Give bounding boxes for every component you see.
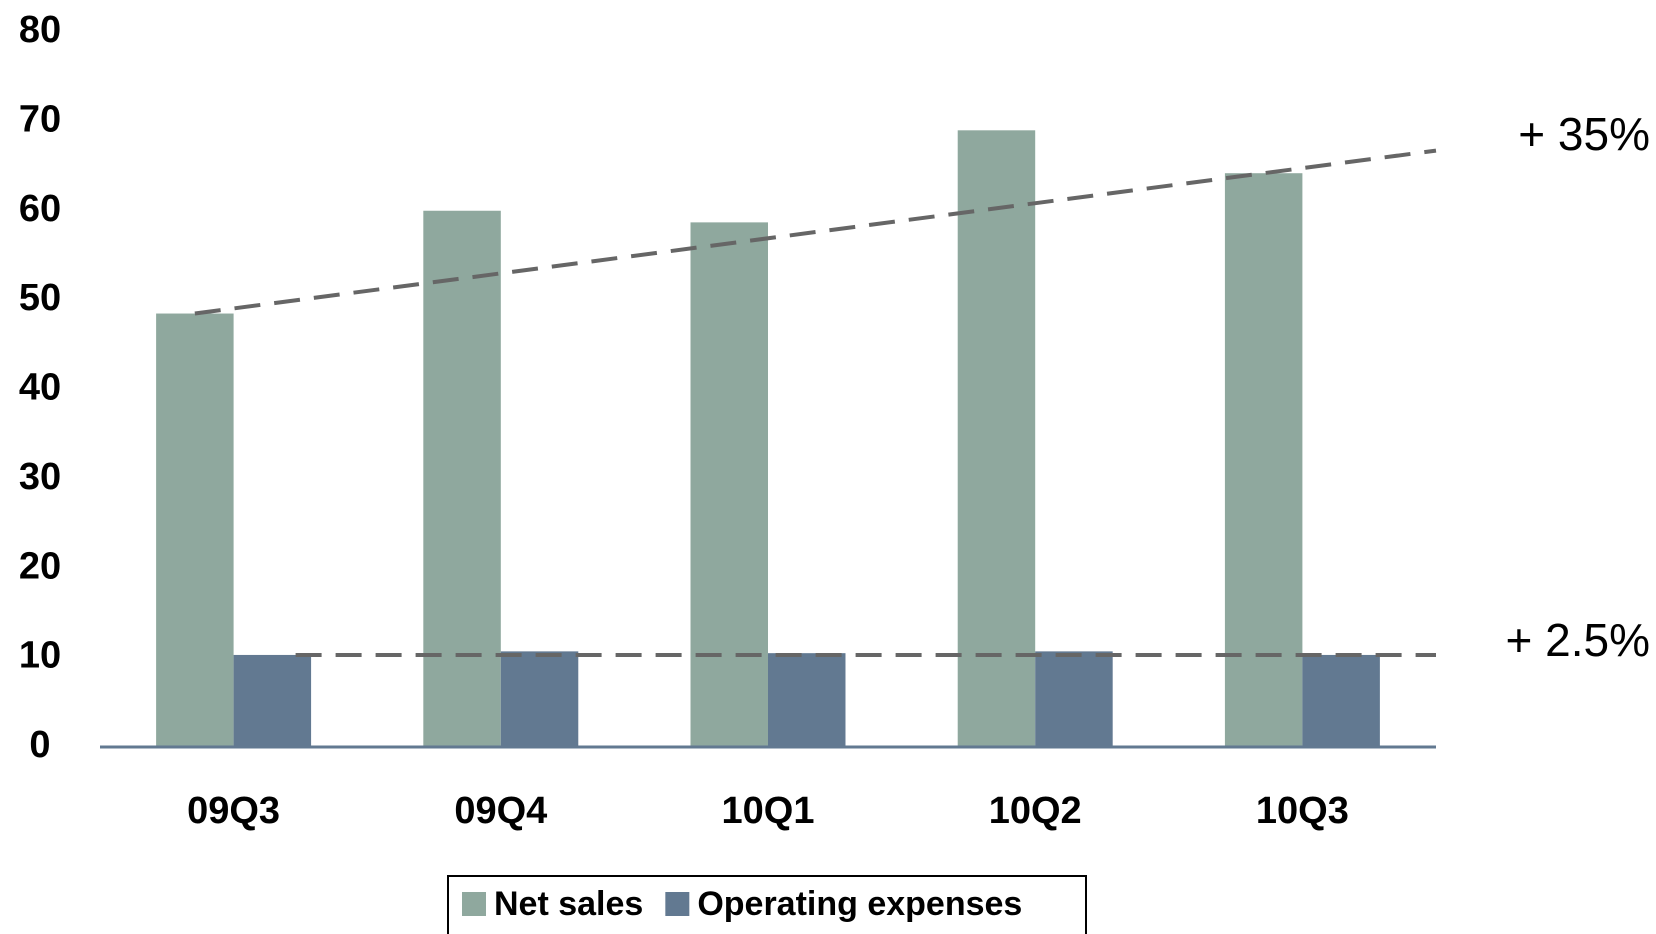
bar bbox=[1035, 651, 1113, 747]
y-tick-label: 10 bbox=[19, 635, 61, 677]
bar bbox=[1302, 654, 1380, 747]
y-tick-label: 20 bbox=[19, 545, 61, 587]
bar bbox=[1224, 173, 1303, 747]
x-tick-label: 10Q2 bbox=[989, 790, 1082, 832]
legend-box bbox=[447, 875, 1087, 934]
y-tick-label: 30 bbox=[19, 456, 61, 498]
legend-swatch bbox=[462, 892, 486, 916]
x-tick-label: 09Q4 bbox=[454, 790, 547, 832]
bar bbox=[500, 651, 579, 747]
bar bbox=[957, 130, 1036, 747]
y-tick-label: 60 bbox=[19, 188, 61, 230]
y-tick-label: 40 bbox=[19, 367, 61, 409]
bar bbox=[423, 210, 501, 747]
annotation: + 35% bbox=[1518, 108, 1650, 160]
y-tick-label: 70 bbox=[19, 98, 61, 140]
bar bbox=[768, 653, 846, 747]
bar bbox=[690, 222, 768, 747]
x-tick-label: 09Q3 bbox=[187, 790, 280, 832]
annotation: + 2.5% bbox=[1506, 614, 1651, 666]
y-tick-label: 50 bbox=[19, 277, 61, 319]
legend-label: Operating expenses bbox=[697, 885, 1022, 923]
y-tick-label: 80 bbox=[19, 9, 61, 51]
legend-label: Net sales bbox=[494, 885, 643, 923]
legend-swatch bbox=[665, 892, 690, 916]
trend-line bbox=[194, 148, 1437, 316]
bar bbox=[233, 654, 312, 747]
bar bbox=[156, 313, 234, 747]
y-tick-label: 0 bbox=[29, 724, 50, 766]
x-tick-label: 10Q1 bbox=[722, 790, 815, 832]
x-tick-label: 10Q3 bbox=[1256, 790, 1349, 832]
